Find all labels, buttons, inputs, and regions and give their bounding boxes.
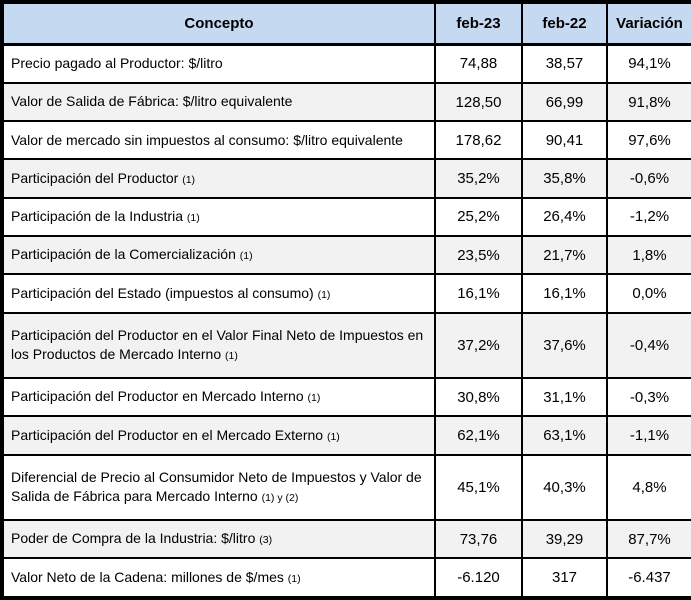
feb23-cell: 73,76 <box>434 518 523 560</box>
feb22-cell: 63,1% <box>521 415 608 456</box>
table-header: Concepto feb-23 feb-22 Variación <box>1 1 691 46</box>
concepto-cell: Valor Neto de la Cadena: millones de $/m… <box>1 557 436 599</box>
column-header-concepto: Concepto <box>1 1 436 46</box>
footnote-marker: (1) <box>307 392 321 405</box>
table-row: Valor de mercado sin impuestos al consum… <box>1 120 691 161</box>
variacion-cell: -0,3% <box>606 376 691 418</box>
table-row: Precio pagado al Productor: $/litro 74,88… <box>1 43 691 84</box>
concepto-label: Poder de Compra de la Industria: $/litro <box>11 530 256 547</box>
feb23-cell: 62,1% <box>434 415 523 456</box>
table-row: Participación de la Industria (1) 25,2% 26… <box>1 196 691 238</box>
footnote-marker: (1) <box>317 288 331 301</box>
concepto-label: Participación del Estado (impuestos al c… <box>11 284 314 301</box>
feb22-cell: 16,1% <box>521 273 608 314</box>
footnote-marker: (1) <box>182 173 196 186</box>
feb23-cell: 16,1% <box>434 273 523 314</box>
feb23-cell: 74,88 <box>434 43 523 84</box>
header-row: Concepto feb-23 feb-22 Variación <box>1 1 691 46</box>
table-row: Participación del Productor en el Mercad… <box>1 415 691 456</box>
feb23-cell: 128,50 <box>434 81 523 123</box>
variacion-cell: -0,6% <box>606 158 691 199</box>
table-row: Diferencial de Precio al Consumidor Neto… <box>1 453 691 521</box>
feb23-cell: 35,2% <box>434 158 523 199</box>
column-header-feb23: feb-23 <box>434 1 523 46</box>
concepto-label: Participación del Productor en el Valor … <box>11 326 424 363</box>
footnote-marker: (1) <box>326 430 340 443</box>
feb23-cell: 178,62 <box>434 120 523 161</box>
feb22-cell: 26,4% <box>521 196 608 238</box>
concepto-cell: Poder de Compra de la Industria: $/litro… <box>1 518 436 560</box>
table-row: Participación del Productor en Mercado I… <box>1 376 691 418</box>
concepto-cell: Participación del Productor (1) <box>1 158 436 199</box>
feb23-cell: 37,2% <box>434 311 523 379</box>
concepto-cell: Participación del Estado (impuestos al c… <box>1 273 436 314</box>
concepto-label: Participación del Productor en el Mercad… <box>11 426 324 443</box>
feb22-cell: 37,6% <box>521 311 608 379</box>
concepto-label: Diferencial de Precio al Consumidor Neto… <box>11 468 422 505</box>
concepto-label: Participación de la Comercialización <box>11 246 236 263</box>
table-row: Participación del Productor en el Valor … <box>1 311 691 379</box>
feb22-cell: 38,57 <box>521 43 608 84</box>
footnote-marker: (1) <box>287 572 301 585</box>
variacion-cell: 0,0% <box>606 273 691 314</box>
feb22-cell: 317 <box>521 557 608 599</box>
variacion-cell: -6.437 <box>606 557 691 599</box>
variacion-cell: -1,2% <box>606 196 691 238</box>
concepto-cell: Participación de la Comercialización (1) <box>1 235 436 276</box>
concepto-label: Valor Neto de la Cadena: millones de $/m… <box>11 568 284 585</box>
table-row: Participación del Estado (impuestos al c… <box>1 273 691 314</box>
concepto-label: Participación de la Industria <box>11 208 183 225</box>
concepto-cell: Participación del Productor en el Mercad… <box>1 415 436 456</box>
table-body: Precio pagado al Productor: $/litro 74,88… <box>1 43 691 599</box>
variacion-cell: -1,1% <box>606 415 691 456</box>
concepto-label: Precio pagado al Productor: $/litro <box>11 54 223 71</box>
variacion-cell: 1,8% <box>606 235 691 276</box>
footnote-marker: (1) <box>225 350 238 363</box>
feb23-cell: 25,2% <box>434 196 523 238</box>
table-row: Valor de Salida de Fábrica: $/litro equi… <box>1 81 691 123</box>
feb23-cell: -6.120 <box>434 557 523 599</box>
variacion-cell: 4,8% <box>606 453 691 521</box>
concepto-label: Participación del Productor <box>11 169 179 186</box>
feb22-cell: 39,29 <box>521 518 608 560</box>
concepto-cell: Valor de mercado sin impuestos al consum… <box>1 120 436 161</box>
variacion-cell: -0,4% <box>606 311 691 379</box>
footnote-marker: (1) y (2) <box>261 492 299 505</box>
feb22-cell: 31,1% <box>521 376 608 418</box>
concepto-label: Participación del Productor en Mercado I… <box>11 388 304 405</box>
variacion-cell: 91,8% <box>606 81 691 123</box>
concepto-cell: Participación del Productor en Mercado I… <box>1 376 436 418</box>
feb22-cell: 90,41 <box>521 120 608 161</box>
feb22-cell: 21,7% <box>521 235 608 276</box>
concepto-cell: Diferencial de Precio al Consumidor Neto… <box>1 453 436 521</box>
feb23-cell: 30,8% <box>434 376 523 418</box>
variacion-cell: 94,1% <box>606 43 691 84</box>
variacion-cell: 97,6% <box>606 120 691 161</box>
table-row: Poder de Compra de la Industria: $/litro… <box>1 518 691 560</box>
feb22-cell: 66,99 <box>521 81 608 123</box>
column-header-variacion: Variación <box>606 1 691 46</box>
concepto-cell: Participación de la Industria (1) <box>1 196 436 238</box>
table-row: Participación de la Comercialización (1)… <box>1 235 691 276</box>
concepto-cell: Participación del Productor en el Valor … <box>1 311 436 379</box>
concepto-label: Valor de mercado sin impuestos al consum… <box>11 131 403 148</box>
concepto-label: Valor de Salida de Fábrica: $/litro equi… <box>11 93 293 110</box>
feb23-cell: 45,1% <box>434 453 523 521</box>
table-row: Valor Neto de la Cadena: millones de $/m… <box>1 557 691 599</box>
column-header-feb22: feb-22 <box>521 1 608 46</box>
footnote-marker: (1) <box>186 212 200 225</box>
footnote-marker: (3) <box>259 534 273 547</box>
feb22-cell: 35,8% <box>521 158 608 199</box>
feb22-cell: 40,3% <box>521 453 608 521</box>
footnote-marker: (1) <box>239 250 253 263</box>
concepto-cell: Valor de Salida de Fábrica: $/litro equi… <box>1 81 436 123</box>
variacion-cell: 87,7% <box>606 518 691 560</box>
feb23-cell: 23,5% <box>434 235 523 276</box>
concepto-cell: Precio pagado al Productor: $/litro <box>1 43 436 84</box>
table-row: Participación del Productor (1) 35,2% 35,8… <box>1 158 691 199</box>
